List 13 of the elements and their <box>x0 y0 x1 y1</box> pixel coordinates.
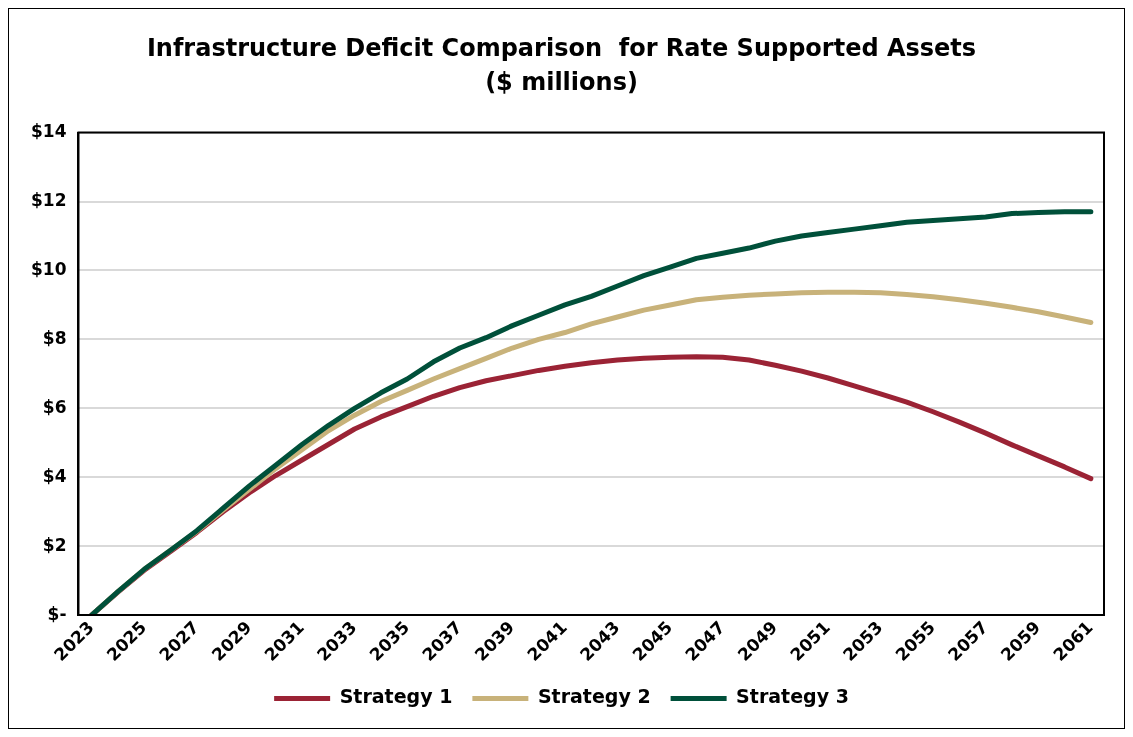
chart-title: Infrastructure Deficit Comparison for Rate Supported Assets <box>146 33 977 62</box>
y-tick-label: $14 <box>30 121 67 142</box>
y-tick-label: $10 <box>30 258 67 279</box>
legend-label: Strategy 1 <box>339 685 453 708</box>
y-tick-label: $12 <box>30 189 67 210</box>
y-tick-label: $4 <box>42 465 67 486</box>
chart-subtitle: ($ millions) <box>485 68 638 97</box>
y-tick-label: $2 <box>42 534 67 555</box>
legend-label: Strategy 2 <box>537 685 651 708</box>
legend-label: Strategy 3 <box>736 685 849 708</box>
y-tick-label: $6 <box>42 396 67 417</box>
y-tick-label: $- <box>47 603 67 624</box>
y-tick-label: $8 <box>42 327 67 348</box>
